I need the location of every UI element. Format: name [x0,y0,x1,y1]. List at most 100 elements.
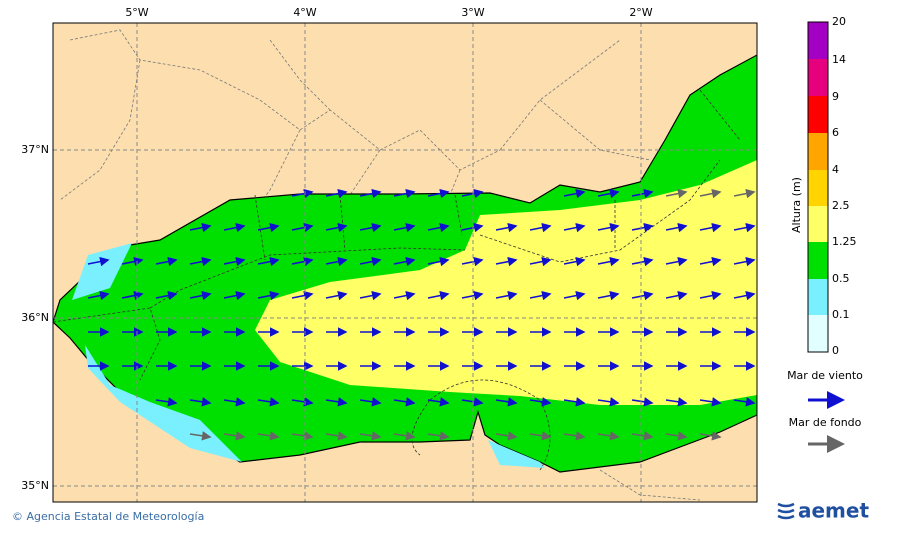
wave-arrow [631,290,654,301]
wave-arrow [359,397,382,407]
wave-arrow [563,256,586,267]
level-label: 0 [832,344,839,357]
logo-icon [777,502,795,520]
wave-arrow [223,397,246,407]
wave-zone-low [72,243,132,300]
wave-arrow [495,397,518,407]
logo: aemet [798,499,869,523]
wave-arrow [699,222,722,233]
wave-arrow [665,188,688,199]
color-bin [808,242,828,279]
wave-arrow [155,290,178,301]
wave-arrow [121,290,144,301]
wave-arrow [529,290,552,301]
wave-arrow [699,256,722,267]
lat-label: 35°N [21,479,49,492]
wave-arrow [291,188,314,199]
wave-arrow [291,431,314,441]
wave-arrow [529,397,552,407]
wave-arrow [631,222,654,233]
wave-arrow [699,431,722,441]
wave-arrow [325,290,348,301]
wave-arrow [189,222,212,233]
lon-label: 5°W [125,6,148,19]
wave-arrow [257,222,280,233]
wave-arrow [393,256,416,267]
wave-arrow [563,431,586,441]
wave-zone-low [488,440,545,468]
wave-arrow [189,256,212,267]
lon-label: 3°W [461,6,484,19]
wave-arrow [597,256,620,267]
wave-arrow [223,431,246,441]
province-borders [59,29,701,501]
wave-arrow [461,188,484,199]
wave-arrow [665,222,688,233]
wave-arrow [563,188,586,199]
wave-arrow [563,397,586,407]
color-bin [808,206,828,242]
wave-arrow [563,290,586,301]
wave-arrow [529,222,552,233]
wave-arrow [427,397,450,407]
wave-arrow [733,397,756,407]
wave-arrow [257,431,280,441]
wave-arrow [359,290,382,301]
wave-arrows [87,188,756,441]
wave-arrow [393,290,416,301]
wave-arrow [665,431,688,441]
wave-arrow [563,222,586,233]
level-label: 4 [832,163,839,176]
wave-arrow [733,188,756,199]
wave-arrow [155,256,178,267]
color-bin [808,133,828,170]
level-label: 1.25 [832,235,857,248]
wave-arrow [461,397,484,407]
lat-label: 36°N [21,311,49,324]
level-label: 0.5 [832,272,850,285]
wave-arrow [393,431,416,441]
wave-arrow [427,290,450,301]
wave-arrow [529,256,552,267]
wind-sea-label: Mar de viento [787,369,863,382]
map-area [53,23,757,502]
wave-arrow [87,256,110,267]
level-label: 2.5 [832,199,850,212]
lat-label: 37°N [21,143,49,156]
wave-arrow [631,431,654,441]
wave-arrow [733,256,756,267]
wave-arrow [597,188,620,199]
wave-arrow [665,256,688,267]
wave-arrow [597,431,620,441]
wave-arrow [699,188,722,199]
wave-arrow [699,290,722,301]
wave-arrow [665,290,688,301]
wave-arrow [393,222,416,233]
wave-arrow [597,397,620,407]
wave-arrow [325,188,348,199]
wave-arrow [461,222,484,233]
wave-arrow [631,256,654,267]
color-bin [808,315,828,352]
lon-label: 2°W [629,6,652,19]
wave-arrow [291,397,314,407]
wave-arrow [87,290,110,301]
wave-arrow [257,290,280,301]
color-bin [808,279,828,315]
wave-arrow [325,397,348,407]
colorbar-frame [807,21,829,353]
color-bin [808,96,828,133]
credit: © Agencia Estatal de Meteorología [12,510,204,523]
legend-title: Altura (m) [790,177,803,233]
wave-arrow [359,431,382,441]
wave-arrow [223,256,246,267]
wave-arrow [189,431,212,441]
wave-arrow [121,256,144,267]
swell-label: Mar de fondo [789,416,862,429]
wave-arrow [733,290,756,301]
wave-arrow [325,256,348,267]
wave-arrow [257,256,280,267]
wave-arrow [257,397,280,407]
wave-arrow [393,397,416,407]
